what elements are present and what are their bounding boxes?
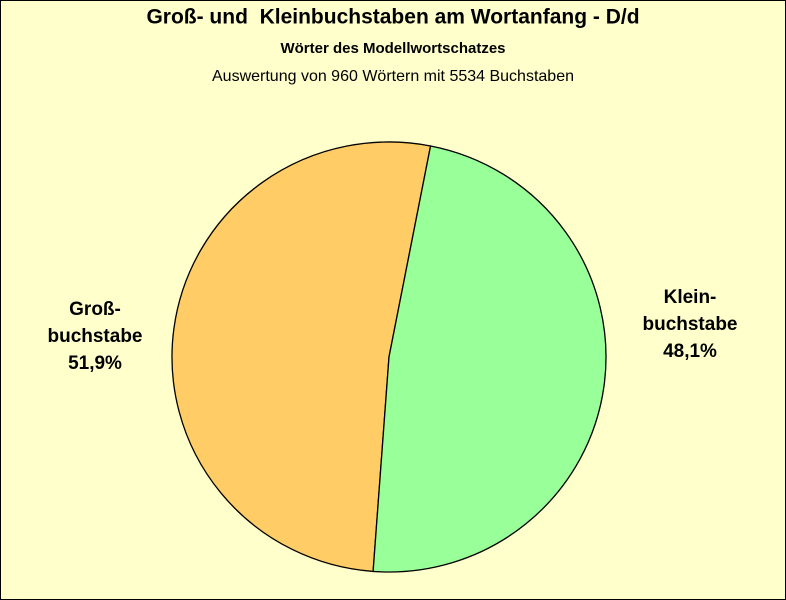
pie-slice: [372, 145, 607, 573]
chart-subtitle: Wörter des Modellwortschatzes: [280, 40, 505, 57]
pie-slice: [171, 141, 432, 573]
slice-value-label: 48,1%: [663, 341, 717, 362]
slice-label: Klein-buchstabe: [642, 287, 737, 335]
chart-title: Groß- und Kleinbuchstaben am Wortanfang …: [146, 6, 639, 29]
slice-value-label: 51,9%: [68, 353, 122, 374]
chart-note: Auswertung von 960 Wörtern mit 5534 Buch…: [212, 68, 574, 85]
slice-label: Groß-buchstabe: [47, 299, 142, 347]
